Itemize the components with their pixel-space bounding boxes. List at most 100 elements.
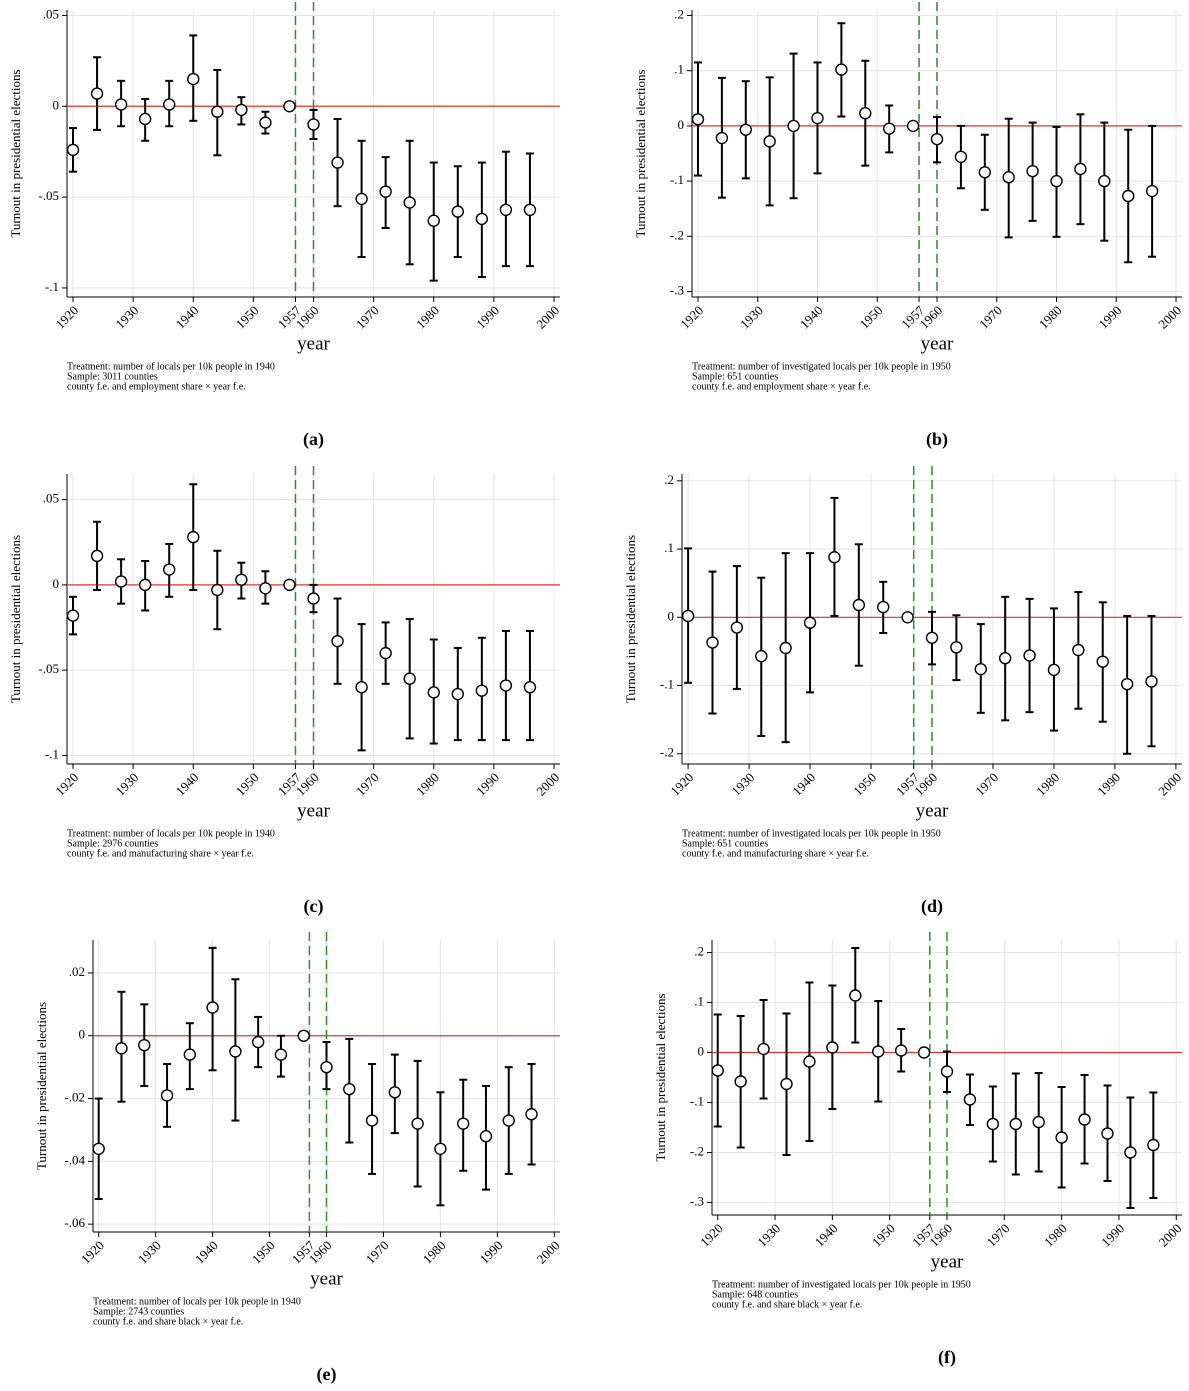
y-tick-label: -.02 <box>64 1090 85 1105</box>
point <box>730 621 744 634</box>
x-tick-label: 1940 <box>172 770 201 799</box>
point <box>499 203 513 217</box>
point <box>229 1045 242 1058</box>
y-tick-label: 0 <box>698 1043 705 1058</box>
point <box>411 1117 424 1130</box>
point <box>803 1055 816 1068</box>
point <box>114 98 128 111</box>
point <box>1101 1127 1114 1140</box>
point <box>355 681 368 694</box>
point <box>826 1041 839 1054</box>
point <box>963 1093 977 1106</box>
y-tick-label: 0 <box>53 97 60 112</box>
point <box>780 1077 793 1091</box>
x-tick-label: 1950 <box>850 770 879 799</box>
point <box>978 166 992 179</box>
y-tick-label: -.05 <box>38 661 59 676</box>
note: Sample: 648 counties <box>712 1289 798 1300</box>
y-tick-label: -.1 <box>45 746 59 761</box>
x-tick-label: 1950 <box>869 1221 898 1250</box>
point <box>297 1029 310 1042</box>
y-tick-label: -.3 <box>670 282 684 297</box>
x-tick-label: 1980 <box>1041 1221 1070 1250</box>
y-tick-label: .05 <box>43 6 59 21</box>
y-tick-label: .2 <box>674 7 684 22</box>
x-tick-label: 1930 <box>112 770 141 799</box>
y-tick-label: -.2 <box>670 227 684 242</box>
point <box>66 143 80 157</box>
x-tick-label: 1940 <box>789 770 818 799</box>
point <box>451 205 464 218</box>
point <box>187 72 200 86</box>
x-tick-label: 1920 <box>667 770 696 799</box>
x-tick-label: 1970 <box>972 770 1001 799</box>
point <box>835 63 848 76</box>
point <box>502 1114 515 1127</box>
point <box>1145 184 1159 198</box>
note: county f.e. and share black × year f.e. <box>712 1299 862 1310</box>
point <box>320 1060 333 1074</box>
x-tick-label: 1930 <box>754 1221 783 1250</box>
y-tick-label: .1 <box>664 540 674 555</box>
point <box>138 112 152 126</box>
note: Treatment: number of investigated locals… <box>692 361 951 372</box>
note: Treatment: number of locals per 10k peop… <box>67 828 275 839</box>
y-tick-label: 0 <box>678 117 685 132</box>
point <box>331 156 344 169</box>
point <box>523 203 537 217</box>
x-tick-label: 2000 <box>1155 770 1184 799</box>
panel-caption: (c) <box>304 896 324 917</box>
point <box>849 989 862 1002</box>
note: county f.e. and employment share × year … <box>67 381 246 392</box>
point <box>1096 655 1109 668</box>
point <box>475 684 489 697</box>
point <box>206 1001 219 1014</box>
point <box>388 1086 402 1099</box>
y-tick-label: -.05 <box>38 188 59 203</box>
point <box>877 600 890 614</box>
point <box>872 1045 885 1058</box>
point <box>1047 663 1061 677</box>
panel-caption: (a) <box>303 429 324 450</box>
x-tick-label: 2000 <box>1156 1221 1185 1250</box>
point <box>859 107 872 120</box>
x-tick-label: 1920 <box>78 1238 107 1267</box>
panel-caption: (e) <box>317 1364 337 1385</box>
point <box>355 192 368 206</box>
y-tick-label: .2 <box>694 943 704 958</box>
x-tick-label: 1980 <box>1036 303 1065 332</box>
point <box>917 1046 931 1059</box>
y-axis-label: Turnout in presidential elections <box>8 535 23 703</box>
point <box>479 1130 493 1143</box>
point <box>115 1042 128 1055</box>
point <box>901 611 914 624</box>
x-tick-label: 1930 <box>728 770 757 799</box>
point <box>1002 171 1015 184</box>
point <box>66 609 80 622</box>
point <box>283 100 296 113</box>
note: county f.e. and share black × year f.e. <box>93 1316 243 1327</box>
x-tick-label: 1990 <box>473 770 502 799</box>
point <box>1009 1117 1022 1131</box>
point <box>734 1075 747 1088</box>
point <box>427 214 440 227</box>
y-axis-label: Turnout in presidential elections <box>34 1002 49 1170</box>
y-axis-label: Turnout in presidential elections <box>633 69 648 237</box>
y-tick-label: -.1 <box>670 172 684 187</box>
note: Treatment: number of locals per 10k peop… <box>67 361 275 372</box>
x-tick-label: 1950 <box>856 303 885 332</box>
point <box>755 649 768 663</box>
x-tick-label: 2000 <box>533 303 562 332</box>
point <box>259 116 272 129</box>
y-axis-label: Turnout in presidential elections <box>8 69 23 237</box>
point <box>803 616 817 629</box>
point <box>183 1048 197 1061</box>
y-tick-label: 0 <box>79 1027 86 1042</box>
x-tick-label: 1980 <box>420 1238 449 1267</box>
y-axis-label: Turnout in presidential elections <box>653 993 668 1161</box>
point <box>779 641 792 655</box>
